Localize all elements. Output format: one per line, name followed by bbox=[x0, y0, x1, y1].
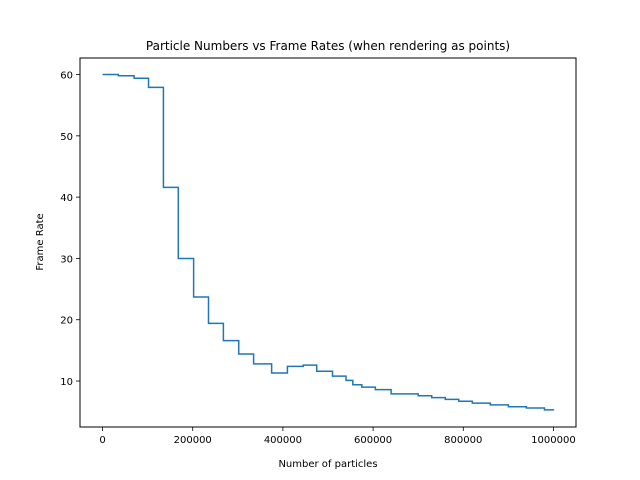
y-tick-label: 10 bbox=[60, 377, 73, 388]
y-tick-label: 30 bbox=[60, 254, 73, 265]
plot-frame bbox=[79, 57, 577, 428]
y-tick-label: 60 bbox=[60, 71, 73, 82]
chart-title: Particle Numbers vs Frame Rates (when re… bbox=[146, 39, 510, 53]
x-axis-label: Number of particles bbox=[278, 459, 377, 470]
x-tick-label: 1000000 bbox=[531, 435, 576, 446]
y-tick-label: 40 bbox=[60, 193, 73, 204]
y-tick-label: 20 bbox=[60, 316, 73, 327]
x-tick-label: 400000 bbox=[264, 435, 302, 446]
y-axis: 10 20 30 40 50 60 bbox=[60, 71, 80, 388]
x-tick-label: 200000 bbox=[174, 435, 212, 446]
series-line-0 bbox=[102, 73, 555, 411]
plot-area bbox=[102, 73, 555, 411]
x-axis: 0 200000 400000 600000 800000 1000000 bbox=[99, 427, 576, 446]
y-tick-label: 50 bbox=[60, 132, 73, 143]
x-tick-label: 600000 bbox=[354, 435, 392, 446]
y-axis-label: Frame Rate bbox=[35, 213, 46, 270]
x-tick-label: 0 bbox=[99, 435, 105, 446]
x-tick-label: 800000 bbox=[444, 435, 482, 446]
